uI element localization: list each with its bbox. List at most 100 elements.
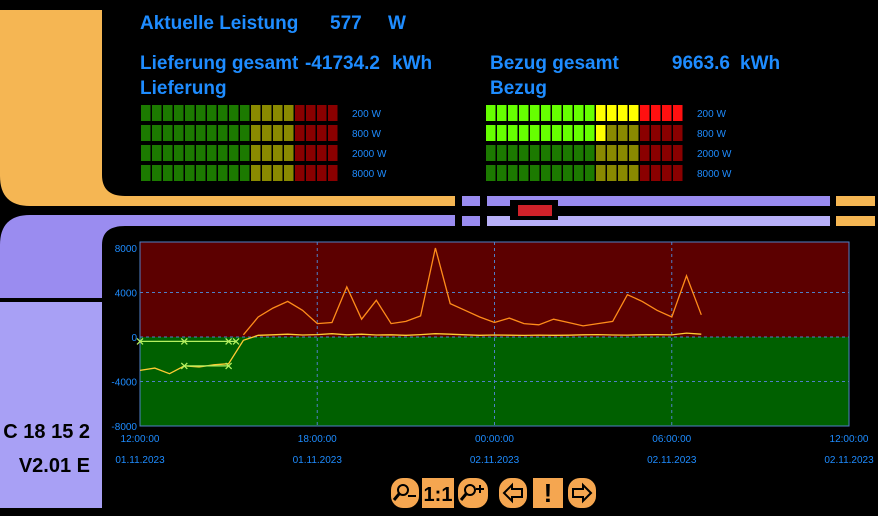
x-tick-date: 01.11.2023	[115, 455, 165, 466]
meter-segment	[508, 105, 518, 121]
meter-segment	[306, 105, 316, 121]
meter-segment	[486, 165, 496, 181]
button-label: 1:1	[424, 484, 453, 506]
series-line	[139, 332, 702, 375]
meter-segment	[596, 105, 606, 121]
meter-segment	[673, 165, 683, 181]
meter-segment	[574, 125, 584, 141]
meter-segment	[152, 165, 162, 181]
meter-segment	[163, 145, 173, 161]
meter-segment	[196, 125, 206, 141]
meter-segment	[295, 125, 305, 141]
meter-segment	[328, 105, 338, 121]
meter-segment	[629, 145, 639, 161]
alert-button[interactable]: !	[533, 478, 563, 508]
meter-segment	[141, 125, 151, 141]
point-marker	[180, 362, 188, 370]
meter-row	[486, 165, 683, 181]
meter-segment	[596, 125, 606, 141]
point-marker	[232, 337, 240, 345]
meter-segment	[229, 105, 239, 121]
meter-segment	[662, 145, 672, 161]
meter-segment	[662, 105, 672, 121]
meter-segment	[563, 105, 573, 121]
plot-frame	[139, 241, 850, 427]
meter-segment	[574, 165, 584, 181]
meter-segment	[585, 145, 595, 161]
meter-segment	[541, 105, 551, 121]
frame-top	[0, 10, 455, 206]
zoom-in-button[interactable]	[458, 478, 488, 508]
meter-segment	[317, 125, 327, 141]
meter-segment	[207, 125, 217, 141]
meter-segment	[229, 125, 239, 141]
meter-segment	[163, 105, 173, 121]
meter-segment	[163, 125, 173, 141]
x-tick-label: 18:00:00	[298, 434, 337, 445]
meter-label: 8000 W	[697, 169, 732, 180]
meter-segment	[240, 125, 250, 141]
meter-label: 800 W	[352, 129, 381, 140]
meter-segment	[218, 125, 228, 141]
sidebar-version: V2.01 E	[19, 455, 90, 477]
meter-segment	[629, 105, 639, 121]
meter-segment	[306, 165, 316, 181]
meter-label: 800 W	[697, 129, 726, 140]
y-tick-label: -4000	[111, 378, 137, 389]
meter-segment	[306, 125, 316, 141]
meter-segment	[163, 165, 173, 181]
meter-segment	[563, 145, 573, 161]
point-marker	[136, 337, 144, 345]
one-to-one-button[interactable]: 1:1	[422, 478, 454, 508]
meter-segment	[218, 165, 228, 181]
meter-segment	[251, 145, 261, 161]
meter-segment	[273, 145, 283, 161]
meter-segment	[328, 145, 338, 161]
meter-label: 200 W	[352, 109, 381, 120]
meter-segment	[240, 105, 250, 121]
meter-row	[486, 145, 683, 161]
meter-segment	[552, 165, 562, 181]
meter-segment	[519, 165, 529, 181]
forward-button[interactable]	[568, 478, 596, 508]
meter-segment	[629, 125, 639, 141]
value: 577	[330, 13, 362, 34]
x-tick-date: 01.11.2023	[293, 455, 343, 466]
meter-segment	[207, 165, 217, 181]
meter-segment	[651, 165, 661, 181]
unit: kWh	[740, 53, 780, 74]
meter-segment	[262, 165, 272, 181]
meter-segment	[673, 145, 683, 161]
unit: kWh	[392, 53, 432, 74]
meter-segment	[251, 165, 261, 181]
frame-bottom	[0, 215, 455, 298]
meter-segment	[328, 165, 338, 181]
point-marker	[225, 362, 233, 370]
back-button[interactable]	[499, 478, 527, 508]
meter-row	[141, 145, 338, 161]
meter-segment	[273, 125, 283, 141]
meter-segment	[574, 105, 584, 121]
meter-title: Lieferung	[140, 78, 227, 99]
value: -41734.2	[305, 53, 380, 74]
meter-title: Bezug	[490, 78, 547, 99]
meter-segment	[519, 125, 529, 141]
zoom-out-button[interactable]	[391, 478, 419, 508]
meter-row	[141, 125, 338, 141]
meter-segment	[673, 105, 683, 121]
meter-segment	[185, 145, 195, 161]
meter-segment	[640, 125, 650, 141]
meter-segment	[284, 145, 294, 161]
meter-segment	[607, 125, 617, 141]
meter-segment	[174, 145, 184, 161]
x-tick-label: 12:00:00	[121, 434, 160, 445]
meter-segment	[497, 145, 507, 161]
meter-segment	[585, 165, 595, 181]
meter-segment	[185, 165, 195, 181]
meter-segment	[196, 145, 206, 161]
meter-segment	[640, 145, 650, 161]
meter-segment	[596, 145, 606, 161]
meter-segment	[618, 165, 628, 181]
meter-segment	[618, 105, 628, 121]
meter-segment	[552, 105, 562, 121]
